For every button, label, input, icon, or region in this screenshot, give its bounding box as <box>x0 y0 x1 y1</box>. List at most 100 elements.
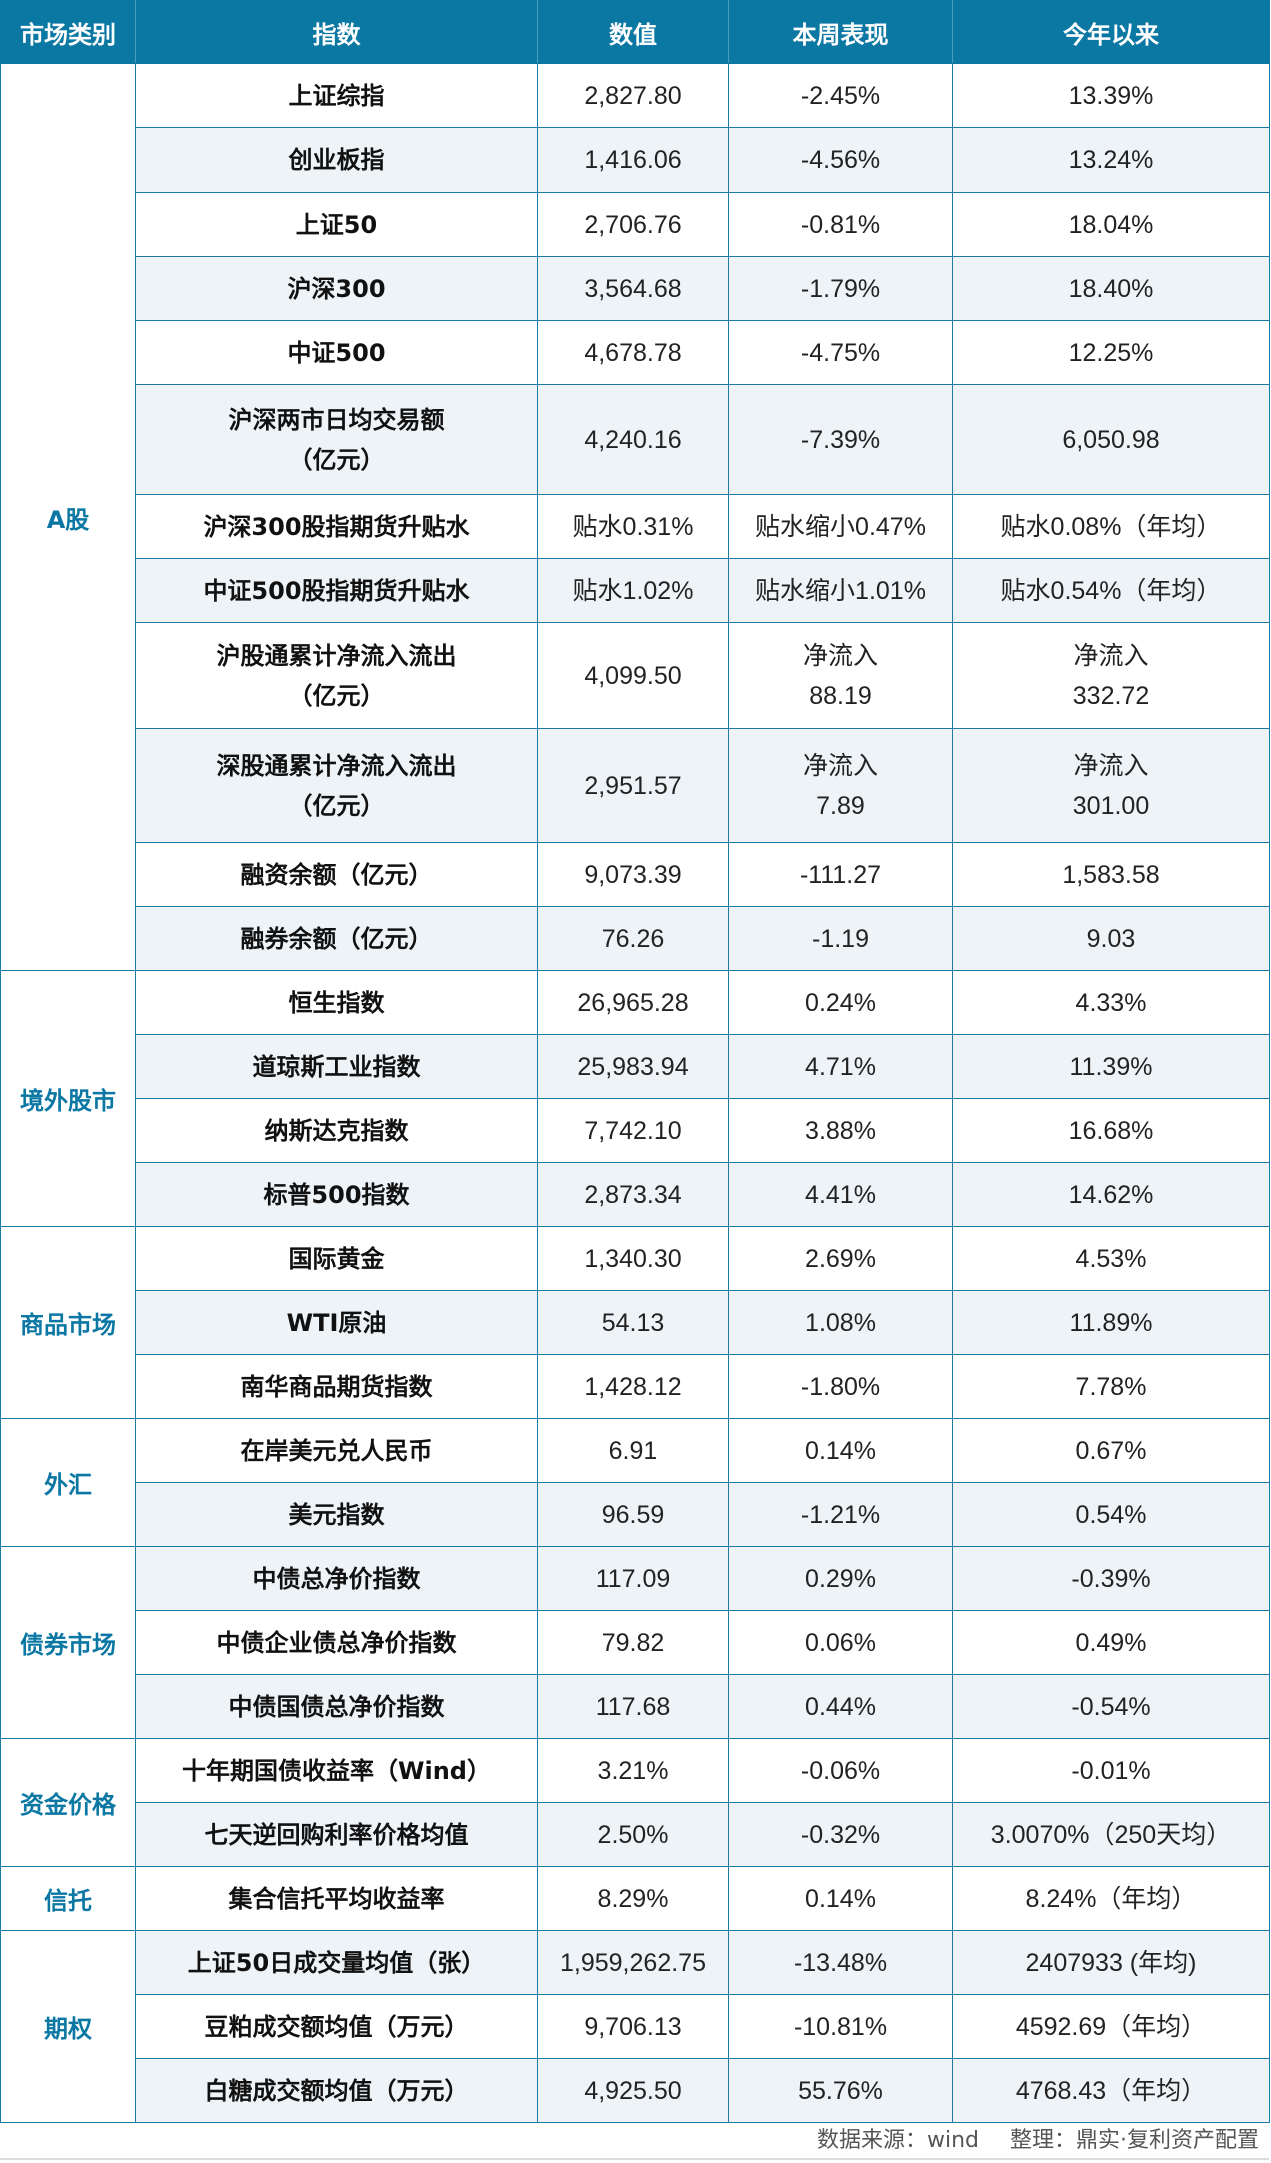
ytd-change-cell: 7.78% <box>952 1354 1270 1419</box>
table-row: 债券市场 中债总净价指数 117.09 0.29% -0.39% <box>0 1546 1270 1739</box>
index-name-cell: 创业板指 <box>135 127 538 193</box>
index-name-cell: 上证50日成交量均值（张） <box>135 1930 538 1995</box>
value-cell: 117.68 <box>537 1674 729 1739</box>
market-category-cell: 期权 <box>0 1930 136 2123</box>
index-name-cell: 标普500指数 <box>135 1162 538 1227</box>
index-name-cell: 沪深300股指期货升贴水 <box>135 494 538 559</box>
table-row: 融资余额（亿元） 9,073.39 -111.27 1,583.58 <box>1 842 1270 907</box>
week-change-cell: 0.29% <box>728 1546 953 1611</box>
value-cell: 1,959,262.75 <box>537 1930 729 1995</box>
week-change-cell: 贴水缩小0.47% <box>728 494 953 559</box>
index-name-cell: 美元指数 <box>135 1482 538 1547</box>
ytd-change-cell: 13.24% <box>952 127 1270 193</box>
index-name-cell: 中债国债总净价指数 <box>135 1674 538 1739</box>
index-name-cell: WTI原油 <box>135 1290 538 1355</box>
week-change-cell: 4.41% <box>728 1162 953 1227</box>
value-cell: 4,925.50 <box>537 2058 729 2123</box>
table-row: 白糖成交额均值（万元） 4,925.50 55.76% 4768.43（年均） <box>1 2058 1270 2123</box>
week-change-cell: 0.06% <box>728 1610 953 1675</box>
ytd-change-cell: -0.39% <box>952 1546 1270 1611</box>
index-name-cell: 恒生指数 <box>135 970 538 1035</box>
value-cell: 8.29% <box>537 1866 729 1931</box>
value-cell: 7,742.10 <box>537 1098 729 1163</box>
table-row: 纳斯达克指数 7,742.10 3.88% 16.68% <box>1 1098 1270 1163</box>
week-change-cell: 55.76% <box>728 2058 953 2123</box>
ytd-change-cell: 6,050.98 <box>952 384 1270 495</box>
ytd-change-cell: -0.01% <box>952 1738 1270 1803</box>
value-cell: 贴水0.31% <box>537 494 729 559</box>
table-row: 南华商品期货指数 1,428.12 -1.80% 7.78% <box>1 1354 1270 1419</box>
ytd-change-cell: 2407933 (年均) <box>952 1930 1270 1995</box>
week-change-cell: 2.69% <box>728 1226 953 1291</box>
table-row: 标普500指数 2,873.34 4.41% 14.62% <box>1 1162 1270 1227</box>
value-cell: 6.91 <box>537 1418 729 1483</box>
value-cell: 54.13 <box>537 1290 729 1355</box>
week-change-cell: -1.21% <box>728 1482 953 1547</box>
week-change-cell: -10.81% <box>728 1994 953 2059</box>
week-change-cell: -1.80% <box>728 1354 953 1419</box>
table-row: 中证500股指期货升贴水 贴水1.02% 贴水缩小1.01% 贴水0.54%（年均） <box>1 558 1270 623</box>
value-cell: 9,706.13 <box>537 1994 729 2059</box>
value-cell: 4,240.16 <box>537 384 729 495</box>
index-name-cell: 道琼斯工业指数 <box>135 1034 538 1099</box>
index-name-cell: 沪深300 <box>135 256 538 321</box>
ytd-change-cell: 净流入 301.00 <box>952 728 1270 843</box>
market-category-cell: 信托 <box>0 1866 136 1931</box>
value-cell: 4,099.50 <box>537 622 729 729</box>
value-cell: 79.82 <box>537 1610 729 1675</box>
ytd-change-cell: 8.24%（年均） <box>952 1866 1270 1931</box>
week-change-cell: 0.14% <box>728 1866 953 1931</box>
index-name-cell: 中证500股指期货升贴水 <box>135 558 538 623</box>
week-change-cell: 4.71% <box>728 1034 953 1099</box>
table-row: 商品市场 国际黄金 1,340.30 2.69% 4.53% <box>0 1226 1270 1419</box>
index-name-cell: 豆粕成交额均值（万元） <box>135 1994 538 2059</box>
index-name-cell: 沪股通累计净流入流出 （亿元） <box>135 622 538 729</box>
ytd-change-cell: 4.33% <box>952 970 1270 1035</box>
index-name-cell: 七天逆回购利率价格均值 <box>135 1802 538 1867</box>
ytd-change-cell: 11.39% <box>952 1034 1270 1099</box>
header-ytd: 今年以来 <box>952 0 1270 64</box>
ytd-change-cell: -0.54% <box>952 1674 1270 1739</box>
table-row: 沪股通累计净流入流出 （亿元） 4,099.50 净流入 88.19 净流入 332.… <box>1 622 1270 729</box>
table-row: 外汇 在岸美元兑人民币 6.91 0.14% 0.67% <box>0 1418 1270 1547</box>
index-name-cell: 中证500 <box>135 320 538 385</box>
ytd-change-cell: 13.39% <box>952 63 1270 128</box>
table-row: 中债国债总净价指数 117.68 0.44% -0.54% <box>1 1674 1270 1739</box>
ytd-change-cell: 18.40% <box>952 256 1270 321</box>
week-change-cell: 0.44% <box>728 1674 953 1739</box>
ytd-change-cell: 1,583.58 <box>952 842 1270 907</box>
index-name-cell: 融券余额（亿元） <box>135 906 538 971</box>
week-change-cell: -1.79% <box>728 256 953 321</box>
table-header-row: 市场类别 指数 数值 本周表现 今年以来 <box>0 0 1270 64</box>
table-row: 上证50 2,706.76 -0.81% 18.04% <box>1 192 1270 257</box>
data-source-text: 数据来源：wind <box>816 2128 979 2153</box>
table-row: A股 上证综指 2,827.80 -2.45% 13.39% <box>0 63 1270 971</box>
index-name-cell: 中债企业债总净价指数 <box>135 1610 538 1675</box>
table-row: 中债企业债总净价指数 79.82 0.06% 0.49% <box>1 1610 1270 1675</box>
value-cell: 76.26 <box>537 906 729 971</box>
market-category-cell: 资金价格 <box>0 1738 136 1867</box>
table-row: 创业板指 1,416.06 -4.56% 13.24% <box>1 127 1270 193</box>
table-body: A股 上证综指 2,827.80 -2.45% 13.39% 创业板指 1,416.06 -4… <box>0 63 1270 2123</box>
value-cell: 25,983.94 <box>537 1034 729 1099</box>
value-cell: 117.09 <box>537 1546 729 1611</box>
header-week: 本周表现 <box>728 0 953 64</box>
week-change-cell: -7.39% <box>728 384 953 495</box>
ytd-change-cell: 14.62% <box>952 1162 1270 1227</box>
table-row: 资金价格 十年期国债收益率（Wind） 3.21% -0.06% -0.01% <box>0 1738 1270 1867</box>
table-row: 道琼斯工业指数 25,983.94 4.71% 11.39% <box>1 1034 1270 1099</box>
week-change-cell: 净流入 88.19 <box>728 622 953 729</box>
index-name-cell: 十年期国债收益率（Wind） <box>135 1738 538 1803</box>
table-row: 沪深300股指期货升贴水 贴水0.31% 贴水缩小0.47% 贴水0.08%（年均） <box>1 494 1270 559</box>
compiler-text: 整理：鼎实·复利资产配置 <box>1010 2128 1259 2153</box>
ytd-change-cell: 9.03 <box>952 906 1270 971</box>
index-name-cell: 纳斯达克指数 <box>135 1098 538 1163</box>
table-row: 七天逆回购利率价格均值 2.50% -0.32% 3.0070%（250天均） <box>1 1802 1270 1867</box>
market-category-cell: 外汇 <box>0 1418 136 1547</box>
value-cell: 96.59 <box>537 1482 729 1547</box>
value-cell: 2,827.80 <box>537 63 729 128</box>
index-name-cell: 融资余额（亿元） <box>135 842 538 907</box>
ytd-change-cell: 0.54% <box>952 1482 1270 1547</box>
